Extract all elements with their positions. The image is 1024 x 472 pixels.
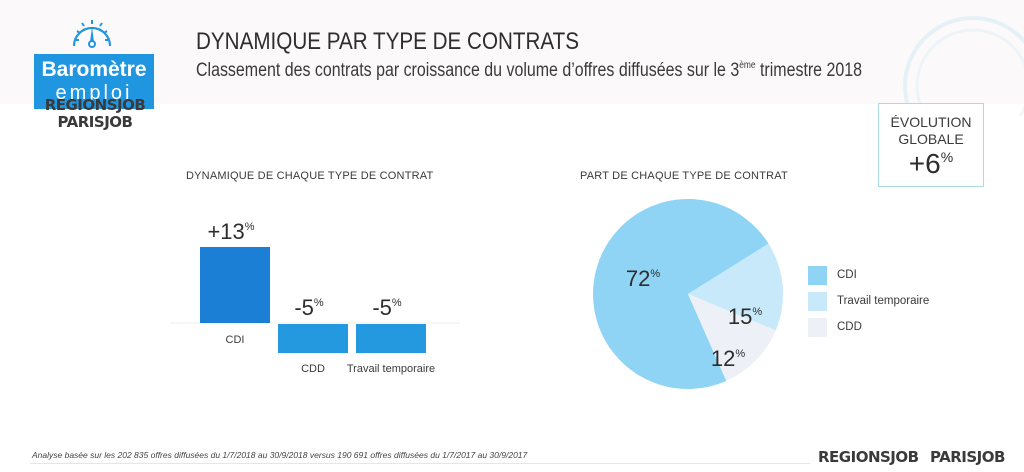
legend-swatch — [808, 317, 827, 337]
legend-item: CDI — [808, 262, 929, 288]
evolution-label-line2: GLOBALE — [898, 131, 964, 147]
pie-value-label: 12% — [711, 346, 745, 371]
parisjob-logo: PARISJOB — [57, 113, 133, 131]
logo-title: Baromètre — [41, 58, 147, 81]
legend-label: Travail temporaire — [837, 295, 930, 307]
subtitle-suffix: trimestre 2018 — [755, 60, 863, 81]
bar-category-label: CDD — [301, 363, 325, 375]
subtitle-ordinal: ème — [739, 60, 756, 71]
header-band — [0, 0, 1024, 104]
evolution-number: +6 — [908, 148, 941, 179]
background-gauge-icon — [903, 16, 1024, 116]
legend-label: CDI — [837, 269, 857, 281]
legend-swatch — [808, 265, 827, 285]
bar-category-label: Travail temporaire — [347, 363, 435, 375]
bar-chart-title: DYNAMIQUE DE CHAQUE TYPE DE CONTRAT — [186, 170, 434, 182]
global-evolution-box: ÉVOLUTION GLOBALE +6% — [878, 103, 984, 187]
bar-cdi — [200, 247, 270, 323]
pie-legend: CDI Travail temporaire CDD — [808, 262, 929, 340]
pie-slice-cdi — [593, 199, 769, 389]
legend-label: CDD — [837, 321, 862, 333]
pie-chart-title: PART DE CHAQUE TYPE DE CONTRAT — [580, 170, 788, 182]
logo-box: Baromètre emploi — [34, 54, 154, 109]
pie-chart: 72%15%12% — [593, 199, 783, 389]
bar-cdd — [278, 324, 348, 353]
page-subtitle: Classement des contrats par croissance d… — [196, 60, 862, 82]
logo-subtitle: emploi — [55, 82, 133, 104]
pie-slice-travail-temporaire — [688, 243, 783, 331]
legend-swatch — [808, 291, 827, 311]
footer-divider — [30, 463, 810, 464]
bar-chart: +13% CDI -5% CDD -5% Travail temporaire — [170, 219, 460, 375]
footer-regionsjob-logo: REGIONSJOB — [818, 448, 919, 466]
subtitle-text: Classement des contrats par croissance d… — [196, 60, 740, 81]
evolution-unit: % — [940, 148, 954, 165]
legend-item: Travail temporaire — [808, 288, 929, 314]
evolution-label: ÉVOLUTION GLOBALE — [879, 114, 983, 148]
bar-value-label: -5% — [372, 295, 402, 320]
evolution-value: +6% — [879, 148, 983, 180]
bar-value-label: +13% — [207, 219, 254, 244]
bar-category-label: CDI — [226, 334, 245, 346]
gauge-icon — [72, 20, 112, 48]
bar-value-label: -5% — [294, 295, 324, 320]
footer-parisjob-logo: PARISJOB — [930, 448, 1005, 466]
legend-item: CDD — [808, 314, 929, 340]
pie-slice-cdd — [688, 294, 776, 381]
page-title: DYNAMIQUE PAR TYPE DE CONTRATS — [196, 28, 580, 55]
evolution-label-line1: ÉVOLUTION — [890, 114, 972, 130]
bar-travail-temporaire — [356, 324, 426, 353]
regionsjob-logo: REGIONSJOB — [44, 96, 146, 114]
footnote: Analyse basée sur les 202 835 offres dif… — [32, 450, 528, 460]
